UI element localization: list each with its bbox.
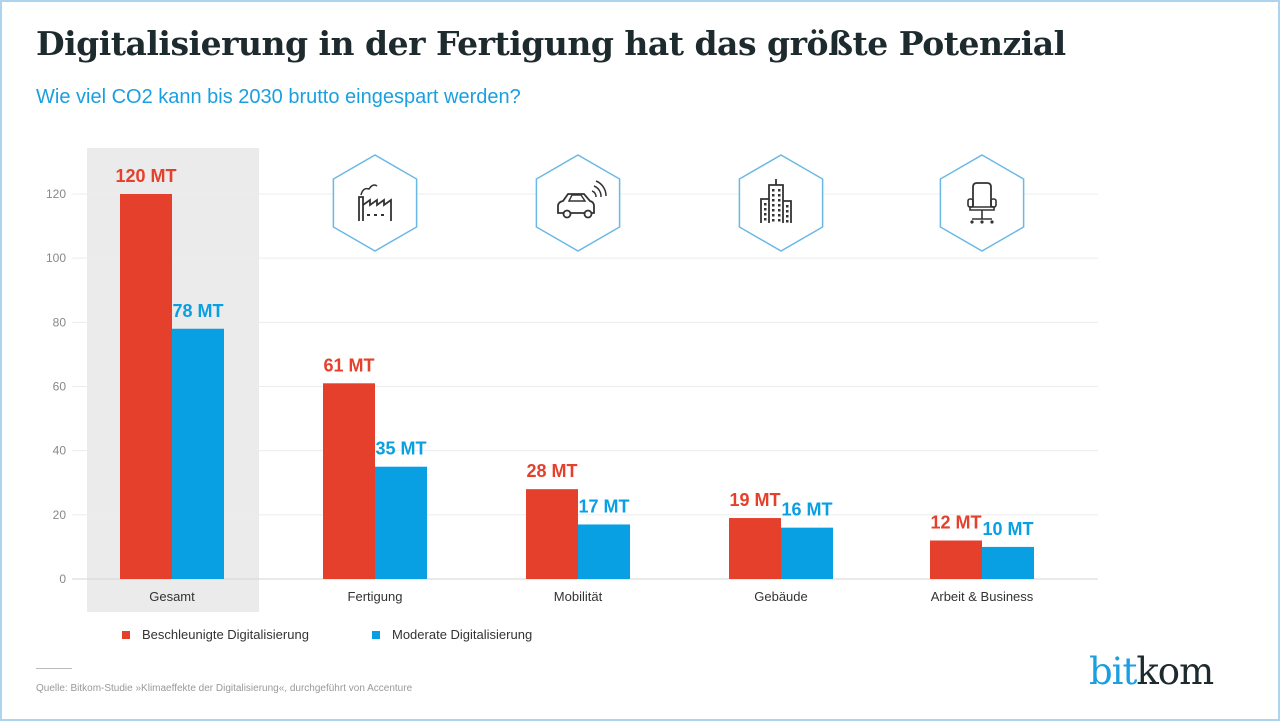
y-tick-label: 40 bbox=[53, 444, 67, 458]
category-label: Gesamt bbox=[149, 589, 195, 604]
office-chair-icon bbox=[967, 182, 997, 224]
bar-moderate bbox=[375, 466, 427, 579]
category-label: Gebäude bbox=[754, 589, 808, 604]
legend-swatch-red bbox=[122, 630, 130, 639]
bar-value-label: 28 MT bbox=[526, 461, 577, 481]
connected-car-icon bbox=[557, 180, 607, 219]
category-label: Fertigung bbox=[348, 589, 403, 604]
legend-item-accelerated: Beschleunigte Digitalisierung bbox=[122, 627, 309, 642]
legend-label: Moderate Digitalisierung bbox=[392, 627, 533, 642]
bar-moderate bbox=[982, 546, 1034, 579]
icon-hexagon bbox=[939, 154, 1025, 252]
bar-accelerated bbox=[526, 489, 578, 579]
icon-hexagon bbox=[738, 154, 824, 252]
y-tick-label: 20 bbox=[53, 508, 67, 522]
bar-value-label: 78 MT bbox=[172, 301, 223, 321]
legend-label: Beschleunigte Digitalisierung bbox=[142, 627, 309, 642]
bar-accelerated bbox=[120, 194, 172, 579]
y-tick-label: 0 bbox=[59, 572, 66, 586]
bitkom-logo: bitkom bbox=[1089, 650, 1214, 693]
bar-moderate bbox=[172, 328, 224, 579]
icon-hexagon bbox=[332, 154, 418, 252]
legend-item-moderate: Moderate Digitalisierung bbox=[372, 627, 532, 642]
y-tick-label: 60 bbox=[53, 380, 67, 394]
chart-title: Digitalisierung in der Fertigung hat das… bbox=[36, 24, 1066, 63]
chart-subtitle: Wie viel CO2 kann bis 2030 brutto einges… bbox=[36, 86, 521, 108]
bar-accelerated bbox=[729, 518, 781, 579]
bar-accelerated bbox=[930, 540, 982, 579]
category-label: Mobilität bbox=[554, 589, 603, 604]
category-label: Arbeit & Business bbox=[931, 589, 1034, 604]
y-tick-label: 100 bbox=[46, 251, 66, 265]
bar-moderate bbox=[578, 524, 630, 579]
factory-icon bbox=[358, 184, 392, 221]
y-tick-label: 120 bbox=[46, 187, 66, 201]
bar-value-label: 12 MT bbox=[930, 513, 981, 533]
legend-swatch-blue bbox=[372, 630, 380, 639]
buildings-icon bbox=[760, 179, 792, 223]
bar-value-label: 120 MT bbox=[115, 166, 176, 186]
bar-value-label: 35 MT bbox=[375, 439, 426, 459]
bar-accelerated bbox=[323, 383, 375, 579]
y-tick-label: 80 bbox=[53, 315, 67, 329]
bar-value-label: 10 MT bbox=[982, 519, 1033, 539]
bar-moderate bbox=[781, 527, 833, 579]
bar-value-label: 61 MT bbox=[323, 355, 374, 375]
source-note: Quelle: Bitkom-Studie »Klimaeffekte der … bbox=[36, 683, 413, 694]
bar-value-label: 16 MT bbox=[781, 500, 832, 520]
bar-value-label: 19 MT bbox=[729, 490, 780, 510]
icon-hexagon bbox=[535, 154, 621, 252]
bar-value-label: 17 MT bbox=[578, 496, 629, 516]
source-divider bbox=[36, 668, 72, 669]
